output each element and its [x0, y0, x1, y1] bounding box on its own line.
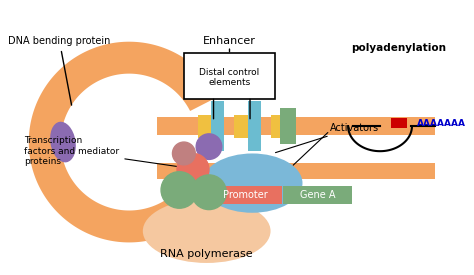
Text: AAAAAAA: AAAAAAA	[417, 119, 465, 128]
Bar	[392, 118, 408, 128]
Text: Activators: Activators	[275, 123, 379, 153]
Ellipse shape	[202, 153, 302, 213]
Ellipse shape	[50, 122, 76, 163]
Text: RNA polymerase: RNA polymerase	[160, 249, 253, 259]
Bar	[156, 117, 435, 135]
Bar	[280, 108, 296, 144]
Text: Distal control
elements: Distal control elements	[200, 68, 260, 87]
Bar	[271, 115, 293, 138]
PathPatch shape	[29, 42, 219, 243]
Bar	[248, 101, 261, 151]
Circle shape	[196, 134, 222, 159]
Text: Transcription
factors and mediator
proteins: Transcription factors and mediator prote…	[24, 136, 195, 169]
Ellipse shape	[143, 199, 271, 263]
FancyBboxPatch shape	[184, 53, 275, 99]
Bar	[283, 186, 352, 204]
Text: DNA bending protein: DNA bending protein	[8, 36, 110, 105]
Text: Enhancer: Enhancer	[203, 36, 256, 46]
Circle shape	[177, 153, 209, 185]
Bar	[209, 186, 282, 204]
Bar	[156, 163, 435, 178]
Bar	[211, 101, 224, 151]
Circle shape	[173, 142, 195, 165]
Circle shape	[161, 172, 198, 208]
Bar	[198, 115, 220, 138]
Circle shape	[191, 175, 226, 210]
Text: Gene A: Gene A	[300, 190, 335, 200]
Text: Promoter: Promoter	[223, 190, 268, 200]
Text: polyadenylation: polyadenylation	[351, 43, 446, 53]
Bar	[234, 115, 257, 138]
